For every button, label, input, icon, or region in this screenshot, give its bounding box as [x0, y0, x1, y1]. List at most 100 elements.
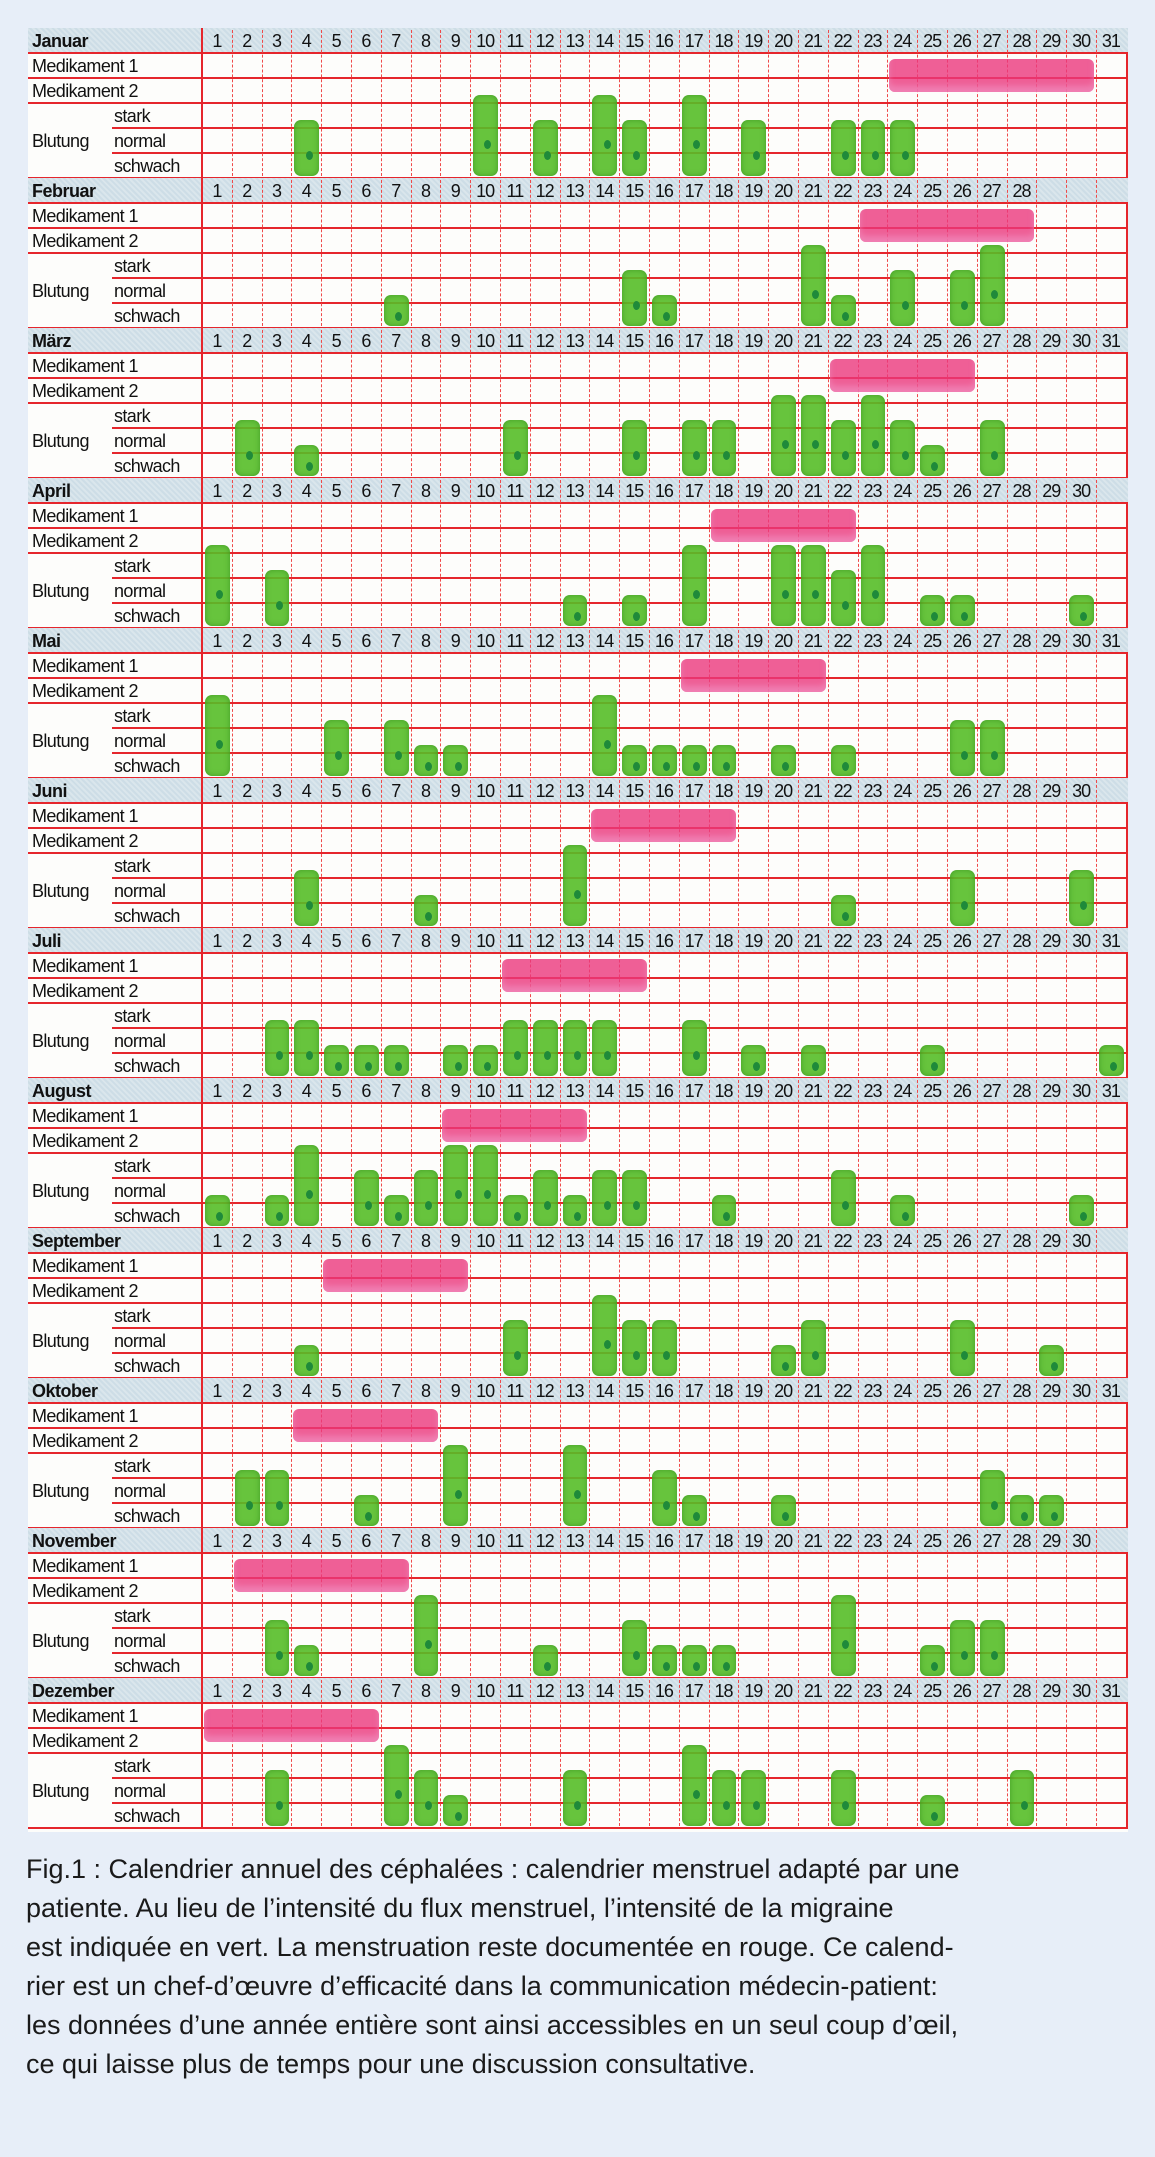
- grid-column-line: [917, 780, 919, 926]
- migraine-mark-day-15: [622, 420, 647, 476]
- grid-column-line: [738, 30, 740, 176]
- grid-column-line: [798, 480, 799, 626]
- day-number: 5: [331, 181, 342, 201]
- day-number: 24: [893, 781, 912, 801]
- month-block-januar: Januar 1 2 3 4 5 6 7 8 9 10 11 12 13 14 15 16 17 18 19 20 21 2…: [28, 28, 1128, 179]
- grid-column-line: [261, 330, 263, 476]
- marker-dot: [692, 1662, 700, 1672]
- medication-1-mark: [204, 1709, 379, 1742]
- day-number: 30: [1072, 1381, 1091, 1401]
- grid-right-border: [1126, 1703, 1128, 1828]
- grid-column-line: [1036, 1080, 1038, 1226]
- grid-column-line: [619, 630, 621, 776]
- day-number: 13: [565, 1081, 584, 1101]
- day-number: 24: [893, 1231, 912, 1251]
- marker-dot: [543, 1662, 551, 1672]
- day-number: 27: [982, 1381, 1002, 1401]
- grid-column-line: [351, 30, 352, 176]
- marker-dot: [543, 1200, 551, 1210]
- migraine-mark-day-6: [354, 1170, 379, 1226]
- day-number: 20: [774, 331, 793, 351]
- migraine-mark-day-27: [979, 720, 1005, 776]
- day-number: 14: [595, 781, 614, 801]
- grid-column-line: [827, 630, 829, 776]
- migraine-mark-day-3: [264, 1470, 290, 1526]
- migraine-mark-day-27: [979, 1620, 1005, 1676]
- migraine-mark-day-7: [383, 1195, 409, 1226]
- marker-dot: [841, 912, 849, 922]
- day-number: 24: [893, 331, 912, 351]
- medication-1-label: Medikament 1: [32, 356, 138, 376]
- grid-column-line: [500, 1230, 501, 1376]
- migraine-mark-day-27: [979, 245, 1005, 326]
- day-number: 17: [684, 1681, 704, 1701]
- migraine-mark-day-13: [562, 1445, 588, 1526]
- medication-2-label: Medikament 2: [32, 381, 138, 401]
- medication-1-mark: [829, 359, 975, 392]
- grid-column-line: [1096, 630, 1097, 776]
- grid-column-line: [321, 330, 323, 476]
- grid-right-border: [1126, 53, 1128, 178]
- marker-dot: [931, 612, 939, 622]
- marker-dot: [901, 300, 909, 310]
- level-stark-label: stark: [114, 856, 151, 876]
- grid-column-line: [947, 1530, 948, 1676]
- medication-1-label: Medikament 1: [32, 656, 138, 676]
- day-number: 8: [420, 1681, 431, 1701]
- grid-column-line: [440, 1230, 442, 1376]
- grid-row-line: [28, 1727, 1128, 1729]
- grid-column-line: [500, 480, 501, 626]
- grid-column-line: [917, 480, 919, 626]
- migraine-mark-day-7: [383, 1045, 409, 1076]
- day-number: 7: [391, 1231, 401, 1251]
- migraine-mark-day-3: [264, 1195, 290, 1226]
- marker-dot: [961, 300, 969, 310]
- grid-column-line: [857, 930, 859, 1076]
- day-number: 23: [863, 631, 882, 651]
- marker-dot: [275, 1500, 283, 1510]
- day-number: 13: [565, 331, 584, 351]
- migraine-mark-day-18: [711, 745, 737, 776]
- caption-line: est indiquée en vert. La menstruation re…: [26, 1932, 954, 1962]
- migraine-mark-day-13: [562, 595, 588, 626]
- day-number: 2: [242, 931, 252, 951]
- day-number: 11: [506, 1231, 525, 1251]
- day-number: 14: [595, 1231, 614, 1251]
- grid-column-line: [1096, 1380, 1097, 1526]
- migraine-mark-day-28: [1009, 1770, 1035, 1826]
- medication-1-mark: [591, 809, 737, 842]
- grid-column-line: [798, 330, 799, 476]
- grid-column-line: [589, 630, 591, 776]
- grid-column-line: [410, 480, 412, 626]
- month-header: [28, 1078, 1128, 1103]
- grid-column-line: [291, 930, 293, 1076]
- day-number: 15: [625, 931, 644, 951]
- day-number: 24: [893, 1081, 912, 1101]
- day-number: 22: [833, 931, 853, 951]
- grid-column-line: [291, 1680, 293, 1826]
- grid-column-line: [261, 1230, 263, 1376]
- grid-column-line: [619, 1680, 621, 1826]
- level-schwach-label: schwach: [114, 906, 180, 926]
- migraine-mark-day-19: [741, 1045, 767, 1076]
- migraine-mark-day-12: [532, 1170, 558, 1226]
- day-number: 19: [744, 1531, 763, 1551]
- marker-dot: [961, 1650, 969, 1660]
- day-number: 12: [535, 1681, 555, 1701]
- day-number: 12: [535, 331, 555, 351]
- grid-column-line: [1036, 1230, 1038, 1376]
- migraine-mark-day-5: [324, 1045, 349, 1076]
- day-number: 7: [391, 1681, 401, 1701]
- day-number: 23: [863, 331, 882, 351]
- day-number: 21: [803, 1381, 823, 1401]
- day-number: 20: [774, 781, 793, 801]
- day-number: 24: [893, 631, 912, 651]
- grid-column-line: [708, 1530, 710, 1676]
- grid-column-line: [440, 780, 442, 926]
- grid-column-line: [619, 1230, 621, 1376]
- grid-left-border: [201, 328, 203, 478]
- grid-column-line: [1096, 780, 1097, 926]
- day-number: 4: [301, 331, 312, 351]
- migraine-mark-day-3: [264, 1770, 290, 1826]
- day-number: 2: [242, 781, 252, 801]
